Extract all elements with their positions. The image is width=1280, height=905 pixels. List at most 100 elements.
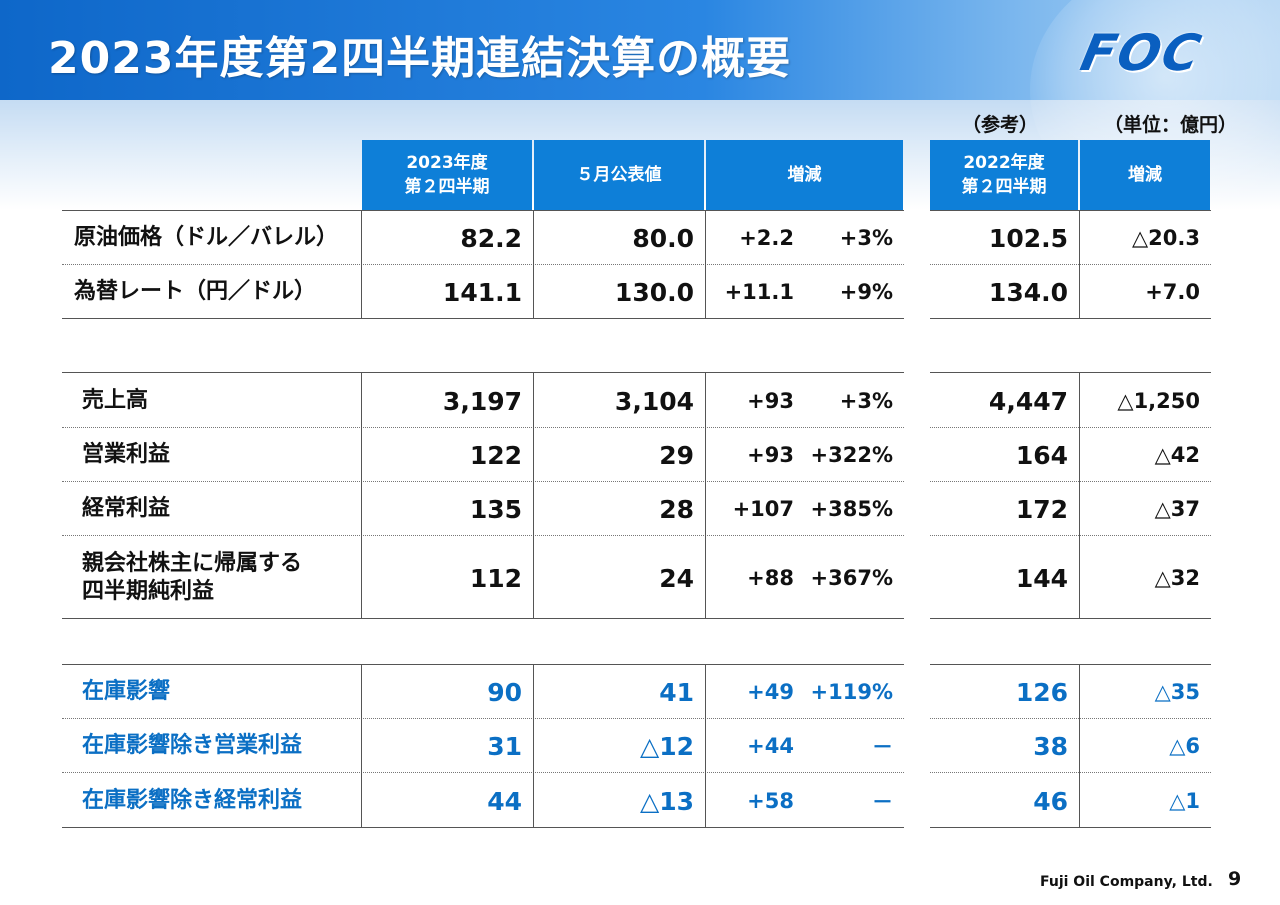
cell-forecast: 3,104 [614, 386, 694, 416]
cell-pct: +3% [839, 226, 893, 250]
cell-prev: 164 [1015, 440, 1068, 470]
cell-diff: +93 [747, 389, 794, 413]
cell-prev: 46 [1033, 786, 1068, 816]
cell-diff: +2.2 [739, 226, 794, 250]
column-rule [533, 210, 534, 318]
cell-prev-diff: △42 [1154, 443, 1200, 467]
row-label-crude-oil: 原油価格（ドル／バレル） [74, 225, 339, 250]
table-rule [62, 664, 904, 665]
row-divider [930, 481, 1211, 482]
cell-current: 141.1 [442, 277, 522, 307]
row-label-net-income: 親会社株主に帰属する 四半期純利益 [82, 551, 303, 604]
cell-pct: +3% [839, 389, 893, 413]
cell-current: 3,197 [442, 386, 522, 416]
row-label-op-profit-ex-inventory: 在庫影響除き営業利益 [82, 733, 303, 758]
cell-prev: 126 [1015, 677, 1068, 707]
row-label-inventory-impact: 在庫影響 [82, 679, 171, 704]
cell-forecast: 29 [659, 440, 694, 470]
column-rule [1079, 210, 1080, 318]
cell-pct: +322% [810, 443, 893, 467]
row-label-net-sales: 売上高 [82, 388, 149, 413]
row-divider [62, 772, 904, 773]
row-divider [62, 535, 904, 536]
table-rule [62, 827, 904, 828]
cell-diff: +58 [747, 789, 794, 813]
header-prev-year-quarter: 2022年度 第２四半期 [930, 140, 1078, 210]
table-rule [62, 318, 904, 319]
cell-prev-diff: +7.0 [1145, 280, 1200, 304]
cell-diff: +44 [747, 734, 794, 758]
cell-prev-diff: △20.3 [1132, 226, 1200, 250]
cell-forecast: 130.0 [614, 277, 694, 307]
cell-current: 90 [487, 677, 522, 707]
column-rule [361, 664, 362, 827]
cell-pct: +367% [810, 566, 893, 590]
row-divider [62, 427, 904, 428]
row-label-operating-profit: 営業利益 [82, 442, 171, 467]
row-divider [62, 264, 904, 265]
cell-prev: 172 [1015, 494, 1068, 524]
cell-prev-diff: △6 [1169, 734, 1200, 758]
cell-forecast: △12 [639, 731, 694, 761]
table-rule [930, 210, 1211, 211]
cell-prev: 4,447 [988, 386, 1068, 416]
cell-diff: +107 [732, 497, 794, 521]
cell-diff: +11.1 [724, 280, 794, 304]
table-rule [930, 372, 1211, 373]
row-label-ordinary-profit: 経常利益 [82, 496, 171, 521]
row-divider [930, 264, 1211, 265]
column-rule [533, 372, 534, 618]
column-rule [705, 664, 706, 827]
cell-prev-diff: △37 [1154, 497, 1200, 521]
footer-company: Fuji Oil Company, Ltd. [1040, 874, 1213, 890]
reference-note: （参考） [962, 114, 1039, 136]
header-prev-change: 増減 [1080, 140, 1210, 210]
page-title: 2023年度第2四半期連結決算の概要 [48, 33, 792, 84]
cell-diff: +93 [747, 443, 794, 467]
cell-forecast: 24 [659, 563, 694, 593]
row-divider [62, 481, 904, 482]
unit-note: （単位：億円） [1104, 114, 1238, 136]
column-rule [1079, 372, 1080, 618]
table-rule [62, 618, 904, 619]
cell-current: 44 [487, 786, 522, 816]
cell-pct: － [872, 790, 893, 814]
cell-pct: +119% [810, 680, 893, 704]
cell-forecast: △13 [639, 786, 694, 816]
row-label-fx-rate: 為替レート（円／ドル） [74, 279, 317, 304]
table-rule [930, 618, 1211, 619]
company-logo: FOC [1075, 24, 1208, 82]
column-rule [705, 210, 706, 318]
cell-pct: +385% [810, 497, 893, 521]
column-rule [361, 210, 362, 318]
cell-current: 135 [469, 494, 522, 524]
cell-diff: +88 [747, 566, 794, 590]
cell-current: 122 [469, 440, 522, 470]
table-rule [62, 372, 904, 373]
row-divider [930, 718, 1211, 719]
header-current-quarter: 2023年度 第２四半期 [362, 140, 532, 210]
header-change: 増減 [706, 140, 903, 210]
cell-diff: +49 [747, 680, 794, 704]
table-rule [62, 210, 904, 211]
row-divider [930, 535, 1211, 536]
row-divider [62, 718, 904, 719]
cell-current: 112 [469, 563, 522, 593]
column-rule [1079, 664, 1080, 827]
cell-prev: 144 [1015, 563, 1068, 593]
cell-prev: 134.0 [988, 277, 1068, 307]
cell-prev-diff: △35 [1154, 680, 1200, 704]
table-rule [930, 827, 1211, 828]
table-rule [930, 318, 1211, 319]
cell-prev: 102.5 [988, 223, 1068, 253]
cell-prev-diff: △1 [1169, 789, 1200, 813]
cell-forecast: 41 [659, 677, 694, 707]
cell-pct: － [872, 735, 893, 759]
cell-prev: 38 [1033, 731, 1068, 761]
page-number: 9 [1228, 868, 1242, 890]
column-rule [361, 372, 362, 618]
column-rule [705, 372, 706, 618]
table-rule [930, 664, 1211, 665]
header-may-forecast: ５月公表値 [534, 140, 704, 210]
row-divider [930, 427, 1211, 428]
